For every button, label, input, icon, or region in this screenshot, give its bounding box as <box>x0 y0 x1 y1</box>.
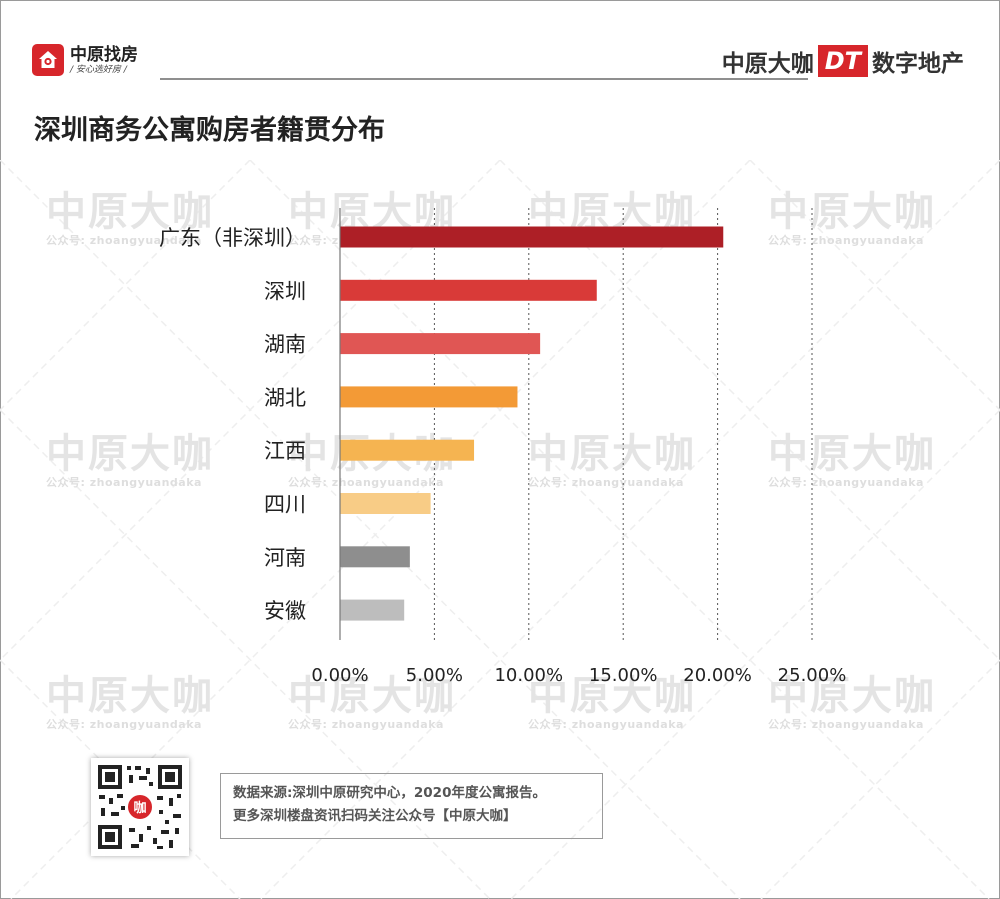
bar-1 <box>340 279 597 301</box>
x-tick-label: 10.00% <box>494 665 563 686</box>
watermark: 中原大咖公众号: zhoangyuandaka <box>768 431 936 489</box>
chart-title: 深圳商务公寓购房者籍贯分布 <box>34 115 385 146</box>
watermark: 中原大咖公众号: zhoangyuandaka <box>768 673 936 731</box>
qr-center-label: 咖 <box>133 800 146 816</box>
house-logo-icon <box>32 44 64 76</box>
source-line-1: 数据来源:深圳中原研究中心，2020年度公寓报告。 <box>233 785 546 801</box>
category-label: 湖北 <box>264 386 306 410</box>
source-line-2: 更多深圳楼盘资讯扫码关注公众号【中原大咖】 <box>233 808 517 824</box>
left-logo-name: 中原找房 <box>70 44 138 65</box>
watermark: 中原大咖公众号: zhoangyuandaka <box>288 673 456 731</box>
dt-badge: DT <box>817 45 868 77</box>
x-tick-label: 20.00% <box>683 665 752 686</box>
bar-6 <box>340 546 410 568</box>
zhongyuan-daka-dt-logo: 中原大咖 DT 数字地产 <box>722 44 964 78</box>
category-label: 湖南 <box>264 333 306 357</box>
watermark: 中原大咖公众号: zhoangyuandaka <box>528 673 696 731</box>
zhongyuan-zhaofang-logo: 中原找房 / 安心选好房 / <box>32 44 138 76</box>
right-logo-suffix: 数字地产 <box>872 51 964 77</box>
watermark: 中原大咖公众号: zhoangyuandaka <box>46 431 214 489</box>
bar-5 <box>340 493 431 514</box>
source-note: 数据来源:深圳中原研究中心，2020年度公寓报告。 更多深圳楼盘资讯扫码关注公众… <box>220 773 603 839</box>
x-tick-label: 0.00% <box>311 665 368 686</box>
category-label: 四川 <box>264 493 306 517</box>
bar-7 <box>340 599 405 621</box>
watermark: 中原大咖公众号: zhoangyuandaka <box>46 189 214 247</box>
left-logo-slogan: / 安心选好房 / <box>70 64 127 75</box>
watermark: 中原大咖公众号: zhoangyuandaka <box>46 673 214 731</box>
qr-code: 咖 <box>91 758 189 856</box>
watermark: 中原大咖公众号: zhoangyuandaka <box>768 189 936 247</box>
watermark: 中原大咖公众号: zhoangyuandaka <box>528 431 696 489</box>
right-logo-prefix: 中原大咖 <box>721 51 814 77</box>
bar-3 <box>340 386 518 408</box>
bar-2 <box>340 333 541 355</box>
category-label: 河南 <box>264 546 306 570</box>
x-tick-label: 25.00% <box>778 665 847 686</box>
bar-0 <box>340 226 724 248</box>
bar-4 <box>340 439 475 461</box>
x-tick-label: 15.00% <box>589 665 658 686</box>
category-label: 安徽 <box>264 599 306 623</box>
category-label: 深圳 <box>264 279 306 303</box>
header-divider <box>160 78 808 80</box>
category-label: 广东（非深圳） <box>159 226 306 250</box>
category-label: 江西 <box>264 439 306 463</box>
x-tick-label: 5.00% <box>406 665 463 686</box>
